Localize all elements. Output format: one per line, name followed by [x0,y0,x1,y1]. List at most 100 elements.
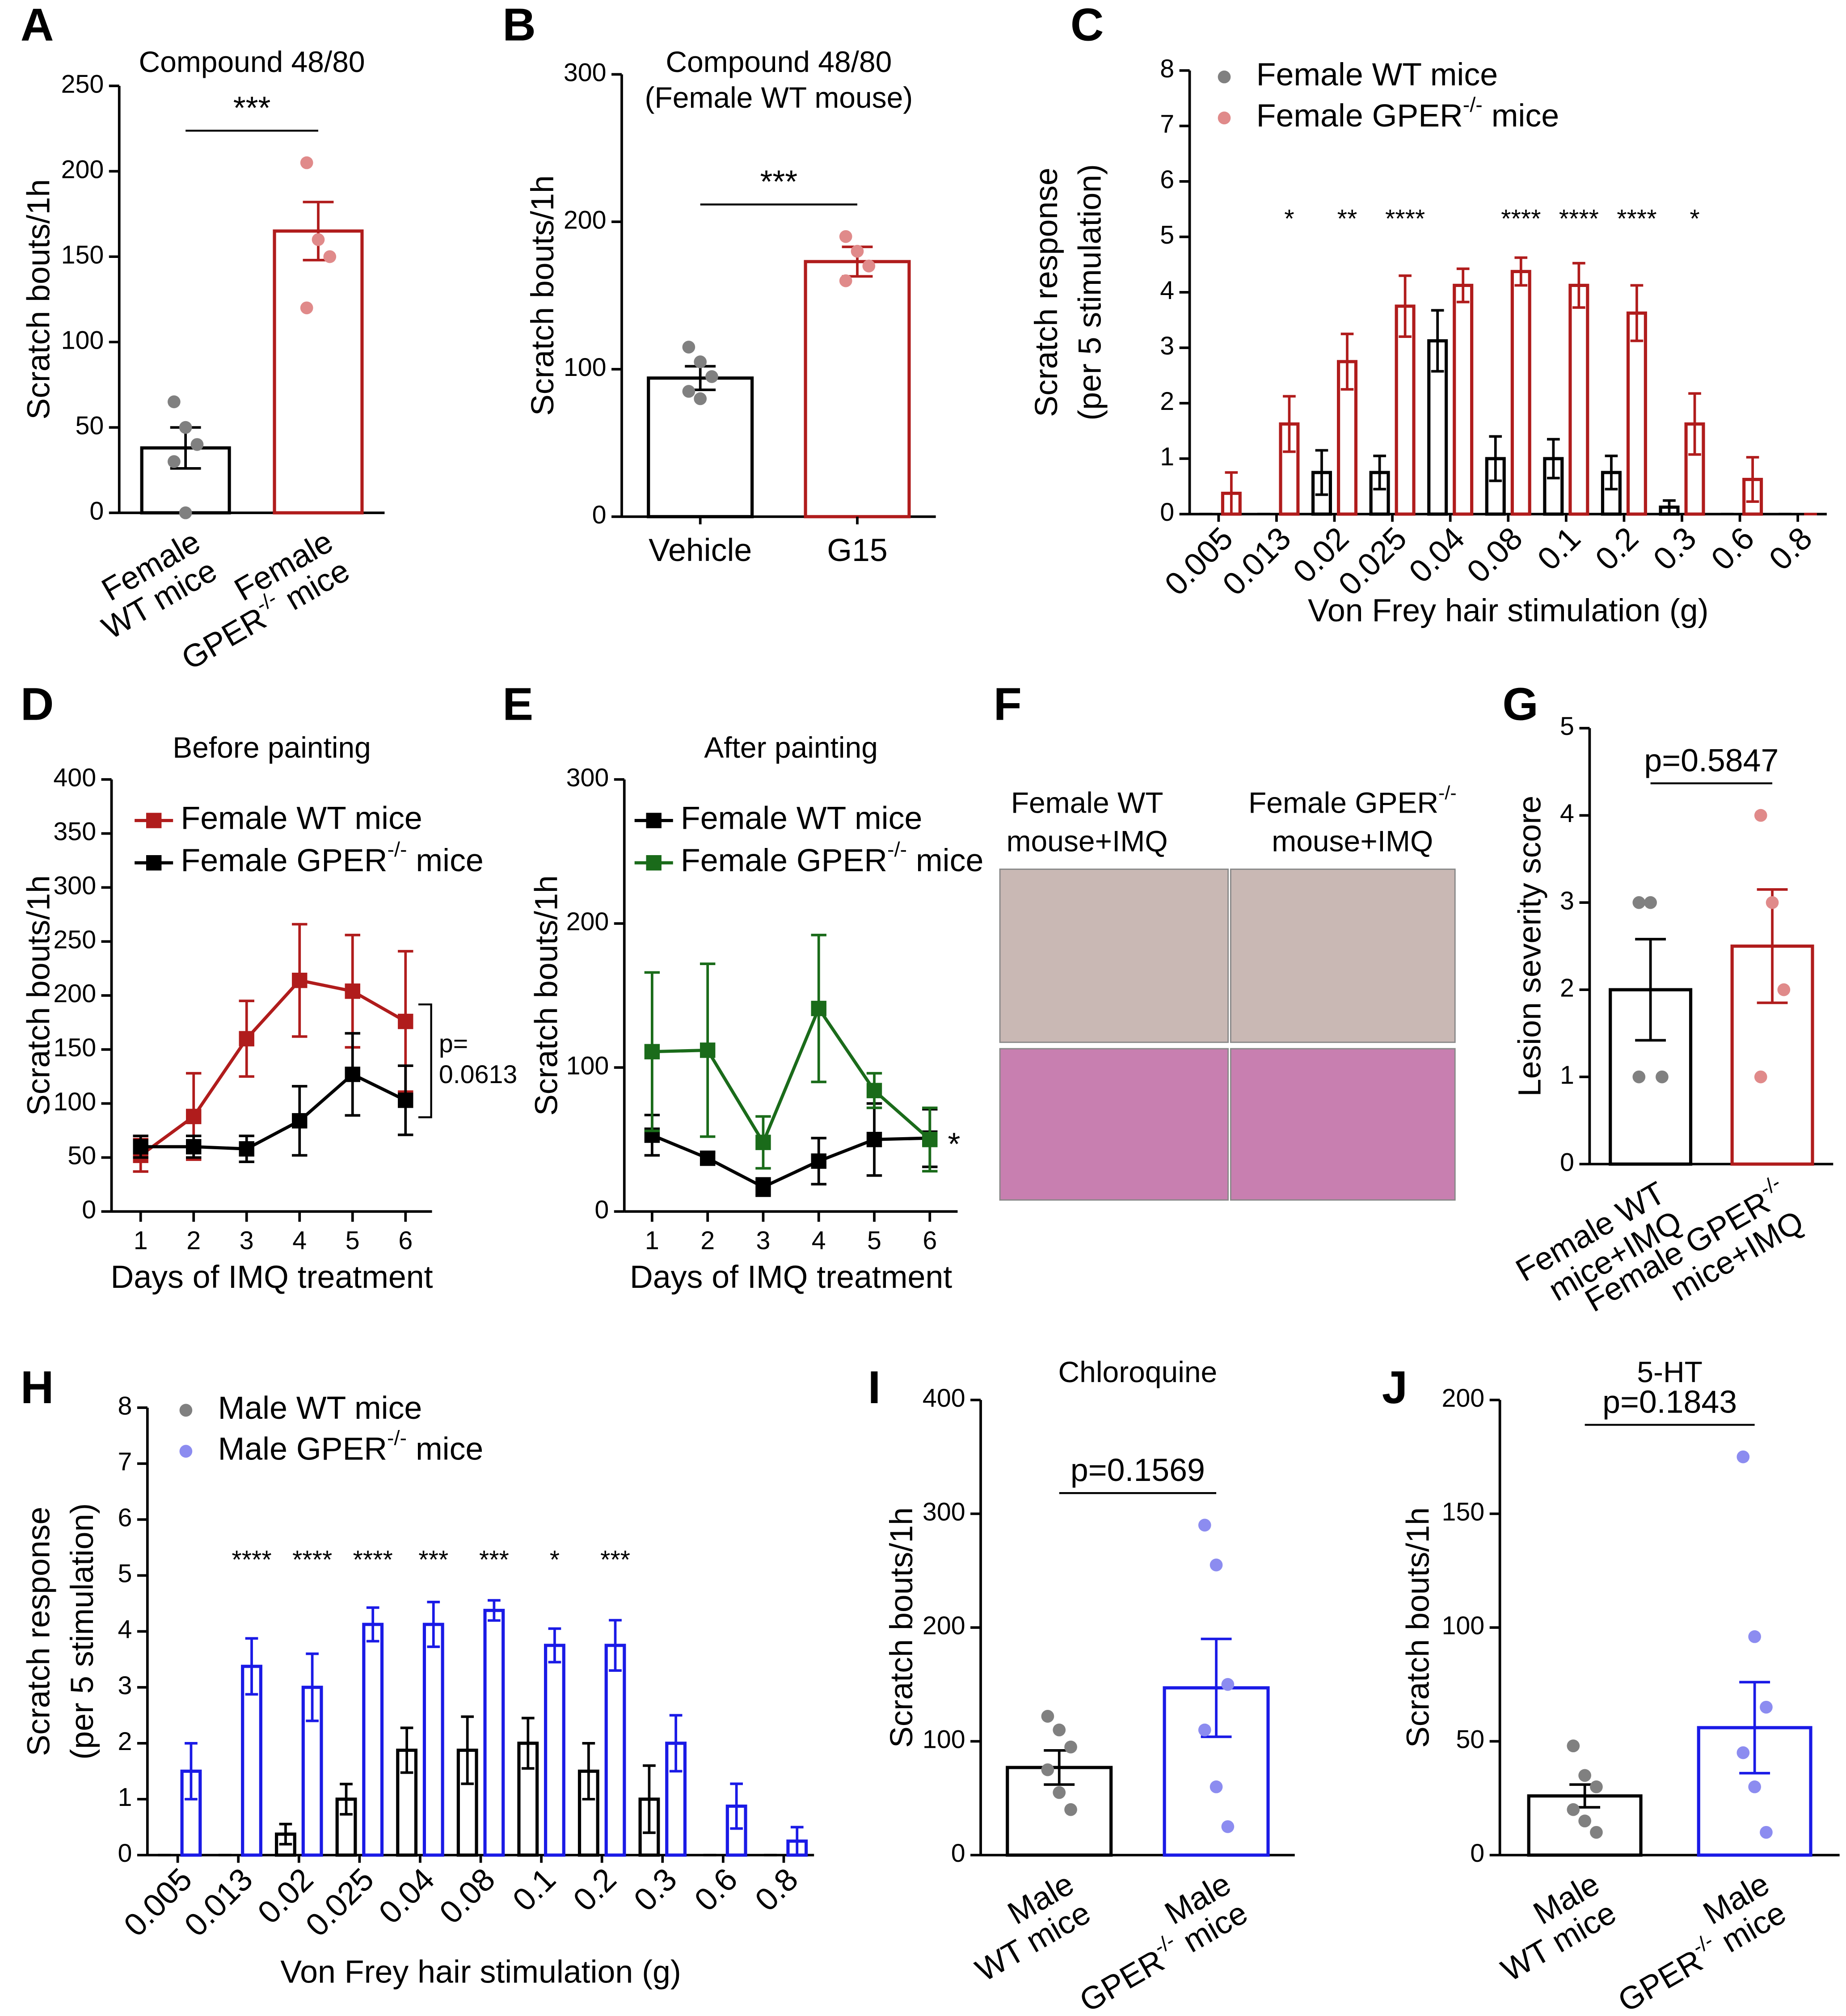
x-tick-label: 5 [867,1226,881,1255]
legend-marker [1218,111,1231,125]
significance: *** [418,1545,448,1574]
label: Before painting [173,731,371,764]
data-point [1198,1518,1211,1532]
data-point [1754,1070,1767,1084]
bar [1453,283,1474,516]
panel-letter: I [868,1362,881,1413]
marker [292,1113,308,1129]
bar [1568,283,1589,516]
marker [345,1067,360,1082]
error-bar [1635,938,1666,1042]
x-tick-label: 1 [134,1226,148,1255]
data-point [1748,1630,1761,1643]
error-bar [306,1652,319,1722]
bar [273,229,364,515]
marker [398,1092,413,1108]
significance: * [550,1545,560,1574]
bracket [418,1003,432,1118]
label: Female GPER-/- [1248,782,1457,819]
y-tick-label: 7 [1160,110,1174,139]
x-tick-label-group: 0.1 [506,1861,563,1918]
y-tick-label: 100 [1442,1611,1485,1640]
y-tick-label: 100 [566,1051,609,1080]
x-tick-label: 3 [756,1226,770,1255]
panel-letter: F [994,678,1022,730]
y-tick-label: 0 [1470,1839,1484,1868]
y-tick-label: 400 [53,763,96,792]
data-point [1590,1826,1603,1839]
significance: **** [232,1545,271,1574]
y-tick-label: 3 [1560,886,1574,915]
y-tick-label: 200 [53,979,96,1008]
x-tick-label-group: 0.6 [687,1861,744,1918]
data-point [1041,1710,1054,1723]
y-tick-label: 200 [566,907,609,936]
data-point [1578,1769,1591,1782]
y-tick-label: 0 [82,1195,96,1224]
y-tick-label: 2 [1560,974,1574,1002]
error-bar [582,1742,595,1801]
bar [422,1623,444,1857]
y-tick-label: 2 [1160,387,1174,416]
bar [1626,311,1647,516]
data-point [1754,809,1767,822]
y-tick-label: 0 [89,497,104,525]
x-tick-label: 0.08 [1460,520,1530,590]
error-bar [366,1606,379,1643]
photo [999,869,1229,1043]
data-point [1053,1786,1066,1799]
y-tick-label: 200 [61,155,104,184]
marker [644,1044,660,1059]
x-tick-label: GPER-/- mice [1610,1891,1792,2016]
y-axis-label: Scratch bouts/1h [884,1507,919,1748]
y-tick-label: 50 [67,1142,96,1170]
y-tick-label: 3 [118,1671,132,1700]
significance: *** [479,1545,509,1574]
error-bar [669,1714,683,1773]
y-tick-label: 150 [61,240,104,269]
x-tick-label: 4 [812,1226,826,1255]
x-tick-label-group: 0.2 [566,1861,623,1918]
label: * [948,1126,960,1162]
x-tick-label: 0.3 [627,1861,684,1918]
data-point [1064,1803,1077,1816]
y-tick-label: 8 [118,1392,132,1420]
x-tick-label-group: 0.08 [433,1861,502,1931]
error-bar [1201,1637,1232,1738]
data-point [694,392,707,405]
data-point [682,385,695,398]
y-tick-label: 300 [564,59,607,87]
panel-letter: H [21,1362,54,1413]
photo [1230,1048,1456,1201]
x-tick-label-group: 0.6 [1704,520,1761,577]
y-tick-label: 400 [923,1384,965,1413]
data-point [190,438,204,451]
legend-label: Male WT mice [218,1390,422,1426]
x-tick-label: 0.013 [1216,520,1298,602]
data-point [1766,896,1779,909]
significance: * [1690,204,1699,233]
marker [398,1013,413,1029]
significance: p=0.1843 [1602,1384,1737,1420]
significance: **** [1501,204,1541,233]
y-tick-label: 300 [566,763,609,792]
data-point [1041,1763,1054,1776]
data-point [300,301,313,315]
data-point [1064,1740,1077,1754]
y-axis-label: Scratch bouts/1h [21,179,57,420]
x-tick-label: 0.3 [1647,520,1703,577]
data-point [1198,1723,1211,1737]
marker [292,972,308,988]
marker [755,1179,771,1195]
data-point [682,341,695,354]
data-point [1221,1820,1235,1833]
x-axis-label: Days of IMQ treatment [630,1259,952,1295]
y-axis-label: Lesion severity score [1512,796,1547,1097]
x-tick-label: 0.8 [1762,520,1819,577]
significance: p=0.1569 [1071,1452,1205,1488]
x-tick-label-group: 0.2 [1589,520,1645,577]
significance: **** [1617,204,1656,233]
y-tick-label: 350 [53,818,96,846]
data-point [1748,1780,1761,1793]
